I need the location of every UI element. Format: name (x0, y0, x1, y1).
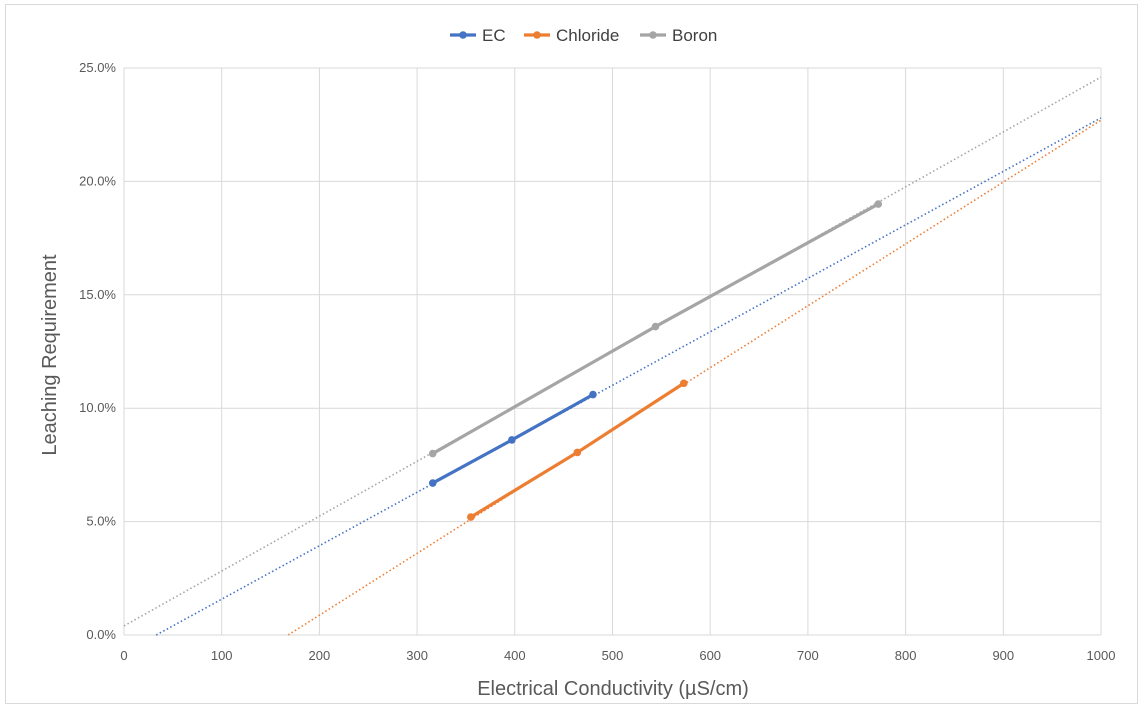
y-tick-label: 25.0% (79, 60, 116, 75)
legend-marker-ec (459, 31, 467, 39)
legend-marker-boron (649, 31, 657, 39)
legend-label-chloride: Chloride (556, 26, 619, 45)
data-point-ec (589, 390, 597, 399)
x-axis-title: Electrical Conductivity (µS/cm) (477, 678, 749, 700)
data-point-chloride (467, 513, 475, 521)
data-point-chloride (680, 379, 688, 388)
x-tick-label: 0 (120, 648, 127, 663)
y-axis-ticks: 0.0% 5.0% 10.0% 15.0% 20.0% 25.0% (79, 60, 116, 642)
y-axis-title: Leaching Requirement (39, 254, 61, 456)
line-chart: 0 100 200 300 400 500 600 700 800 900 1000 0.0% 5.0… (39, 26, 1115, 700)
data-point-chloride (573, 448, 582, 457)
y-tick-label: 10.0% (79, 400, 116, 415)
x-tick-label: 300 (406, 648, 428, 663)
trendline-chloride (287, 119, 1102, 636)
data-point-ec (508, 436, 516, 444)
x-tick-label: 200 (309, 648, 331, 663)
x-axis-ticks: 0 100 200 300 400 500 600 700 800 900 1000 (120, 648, 1115, 663)
data-point-boron (428, 449, 437, 458)
chart-frame: 0 100 200 300 400 500 600 700 800 900 1000 0.0% 5.0… (5, 4, 1138, 704)
legend-label-ec: EC (482, 26, 506, 45)
y-tick-label: 0.0% (86, 627, 116, 642)
gridlines (123, 67, 1102, 636)
x-tick-label: 700 (797, 648, 819, 663)
data-point-boron (874, 200, 883, 208)
x-tick-label: 800 (895, 648, 917, 663)
data-point-boron (651, 322, 660, 331)
legend: EC Chloride Boron (450, 26, 717, 45)
x-tick-label: 500 (602, 648, 624, 663)
x-tick-label: 1000 (1087, 648, 1116, 663)
y-tick-label: 20.0% (79, 173, 116, 188)
x-tick-label: 100 (211, 648, 233, 663)
legend-marker-chloride (533, 31, 541, 39)
y-tick-label: 5.0% (86, 514, 116, 529)
x-tick-label: 600 (699, 648, 721, 663)
legend-label-boron: Boron (672, 26, 717, 45)
data-point-ec (428, 479, 437, 487)
x-tick-label: 900 (992, 648, 1014, 663)
x-tick-label: 400 (504, 648, 526, 663)
y-tick-label: 15.0% (79, 287, 116, 302)
trendline-ec (155, 117, 1102, 636)
data-series (428, 200, 883, 521)
